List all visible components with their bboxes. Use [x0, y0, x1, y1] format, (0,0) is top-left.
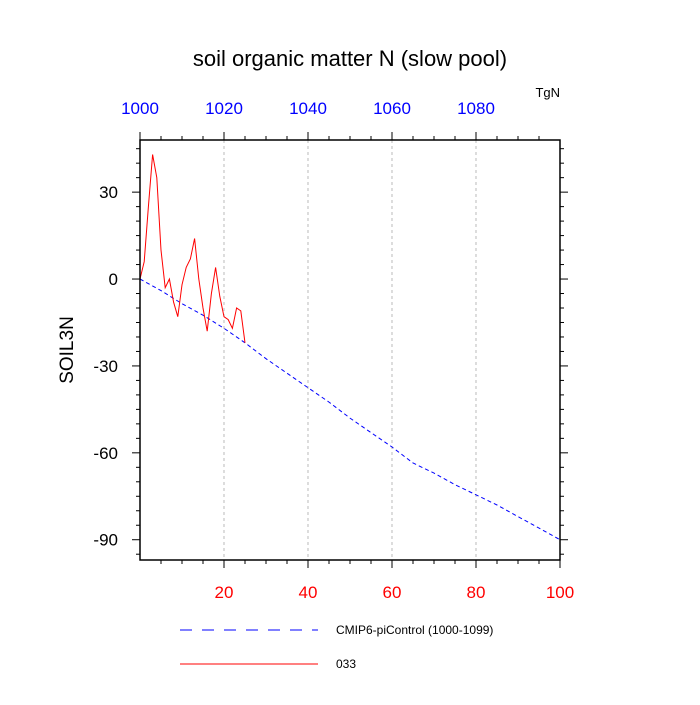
- top-tick-label: 1060: [373, 99, 411, 118]
- y-tick-label: -30: [93, 357, 118, 376]
- y-tick-label: 30: [99, 183, 118, 202]
- series-group: [139, 154, 561, 541]
- y-tick-label: -90: [93, 531, 118, 550]
- legend-label-0: CMIP6-piControl (1000-1099): [336, 623, 493, 637]
- legend: CMIP6-piControl (1000-1099) 033: [180, 623, 493, 671]
- tick-labels: 20 40 60 80 100 1000 1020 1040 1060 1080 30 0 -30 -60…: [93, 99, 574, 602]
- legend-label-1: 033: [336, 657, 356, 671]
- top-tick-label: 1020: [205, 99, 243, 118]
- y-axis-label: SOIL3N: [57, 316, 78, 384]
- x-tick-label: 60: [383, 583, 402, 602]
- chart-title: soil organic matter N (slow pool): [193, 46, 507, 71]
- x-tick-label: 20: [215, 583, 234, 602]
- top-tick-label: 1080: [457, 99, 495, 118]
- y-tick-label: -60: [93, 444, 118, 463]
- grid-lines: [223, 140, 477, 560]
- x-tick-label: 40: [299, 583, 318, 602]
- top-tick-label: 1000: [121, 99, 159, 118]
- x-tick-label: 100: [546, 583, 574, 602]
- axis-ticks: [132, 132, 568, 568]
- top-tick-label: 1040: [289, 99, 327, 118]
- series-line-0: [139, 278, 561, 541]
- series-line-1: [139, 154, 246, 343]
- x-tick-label: 80: [467, 583, 486, 602]
- units-label: TgN: [535, 85, 560, 100]
- y-tick-label: 0: [109, 270, 118, 289]
